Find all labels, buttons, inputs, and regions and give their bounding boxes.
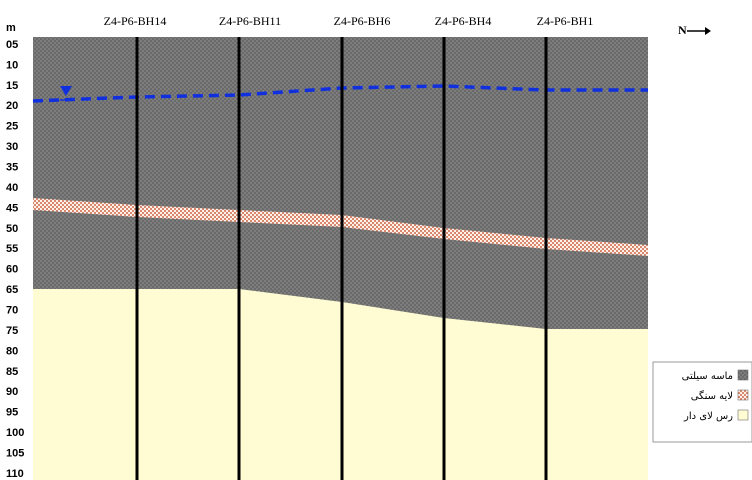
depth-label: 110	[6, 468, 24, 480]
depth-label: 20	[6, 100, 18, 112]
depth-label: 25	[6, 121, 18, 133]
depth-label: 35	[6, 161, 18, 173]
depth-label: 85	[6, 366, 18, 378]
legend-label: لایه سنگی	[691, 390, 733, 402]
depth-label: 75	[6, 325, 18, 337]
unit-label: m	[6, 22, 16, 34]
borehole-label: Z4-P6-BH14	[104, 14, 167, 28]
depth-label: 65	[6, 284, 18, 296]
depth-label: 05	[6, 39, 18, 51]
north-arrowhead	[705, 27, 711, 35]
depth-label: 70	[6, 304, 18, 316]
legend-swatch	[738, 370, 748, 380]
depth-label: 95	[6, 407, 18, 419]
depth-label: 60	[6, 264, 18, 276]
depth-label: 55	[6, 243, 18, 255]
depth-label: 80	[6, 345, 18, 357]
legend-swatch	[738, 410, 748, 420]
depth-label: 45	[6, 202, 18, 214]
depth-label: 100	[6, 427, 24, 439]
legend-label: رس لای دار	[683, 411, 733, 422]
depth-label: 30	[6, 141, 18, 153]
borehole-label: Z4-P6-BH11	[219, 14, 281, 28]
depth-label: 10	[6, 59, 18, 71]
legend-label: ماسه سیلتی	[682, 371, 733, 382]
cross-section: m N 05 10 15 20 25 30 35 40 45 50 55 60 65 70 75 80 85 90…	[0, 0, 752, 480]
legend-swatch	[738, 390, 748, 400]
borehole-label: Z4-P6-BH6	[334, 14, 391, 28]
depth-label: 50	[6, 223, 18, 235]
borehole-label: Z4-P6-BH4	[435, 14, 492, 28]
depth-label: 15	[6, 80, 18, 92]
north-label: N	[678, 23, 687, 37]
depth-label: 40	[6, 182, 18, 194]
borehole-label: Z4-P6-BH1	[537, 14, 594, 28]
depth-label: 90	[6, 386, 18, 398]
depth-label: 105	[6, 447, 24, 459]
